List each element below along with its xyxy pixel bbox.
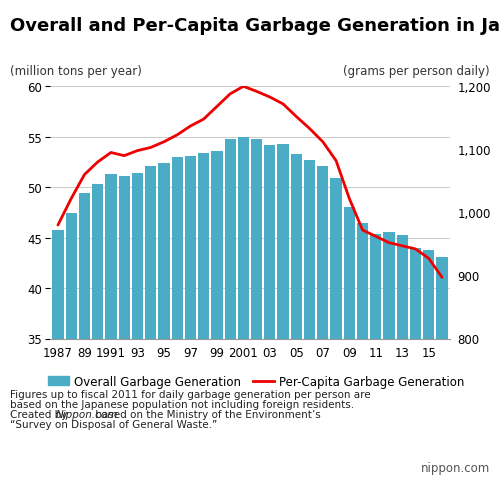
Bar <box>317 166 328 484</box>
Bar <box>212 151 222 484</box>
Bar <box>357 224 368 484</box>
Bar <box>185 157 196 484</box>
Bar <box>52 230 64 484</box>
Bar <box>436 257 448 484</box>
Bar <box>92 185 104 484</box>
Text: based on the Ministry of the Environment’s: based on the Ministry of the Environment… <box>92 409 320 419</box>
Bar <box>198 153 209 484</box>
Text: (million tons per year): (million tons per year) <box>10 65 142 78</box>
Bar <box>79 194 90 484</box>
Legend: Overall Garbage Generation, Per-Capita Garbage Generation: Overall Garbage Generation, Per-Capita G… <box>48 375 464 388</box>
Text: Overall and Per-Capita Garbage Generation in Japan: Overall and Per-Capita Garbage Generatio… <box>10 17 500 35</box>
Bar <box>106 175 117 484</box>
Bar <box>172 158 183 484</box>
Bar <box>251 139 262 484</box>
Bar <box>290 154 302 484</box>
Text: Figures up to fiscal 2011 for daily garbage generation per person are: Figures up to fiscal 2011 for daily garb… <box>10 390 370 400</box>
Bar <box>330 179 342 484</box>
Text: “Survey on Disposal of General Waste.”: “Survey on Disposal of General Waste.” <box>10 419 217 429</box>
Bar <box>118 177 130 484</box>
Bar <box>224 139 236 484</box>
Bar <box>423 250 434 484</box>
Bar <box>238 137 249 484</box>
Bar <box>132 174 143 484</box>
Bar <box>264 146 276 484</box>
Text: Nippon.com: Nippon.com <box>56 409 118 419</box>
Bar <box>145 166 156 484</box>
Bar <box>278 145 288 484</box>
Bar <box>410 248 421 484</box>
Bar <box>370 234 382 484</box>
Bar <box>384 232 394 484</box>
Text: nippon.com: nippon.com <box>421 461 490 474</box>
Bar <box>66 214 77 484</box>
Text: based on the Japanese population not including foreign residents.: based on the Japanese population not inc… <box>10 399 354 409</box>
Text: (grams per person daily): (grams per person daily) <box>344 65 490 78</box>
Bar <box>158 164 170 484</box>
Bar <box>344 208 355 484</box>
Text: Created by: Created by <box>10 409 70 419</box>
Bar <box>304 161 315 484</box>
Bar <box>396 235 408 484</box>
